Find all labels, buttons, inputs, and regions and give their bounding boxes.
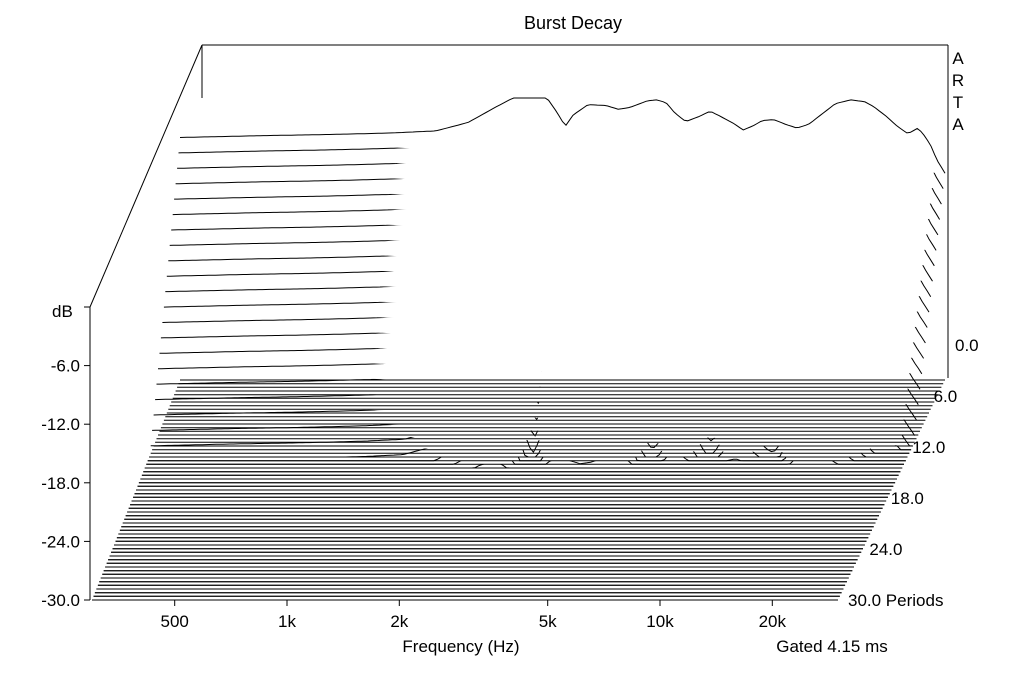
frequency-tick-label: 5k bbox=[539, 612, 557, 631]
period-tick-label: 18.0 bbox=[891, 489, 924, 508]
chart-title: Burst Decay bbox=[524, 13, 622, 33]
left-top-edge bbox=[89, 44, 203, 308]
db-axis-label: dB bbox=[52, 302, 73, 321]
decay-slice bbox=[144, 461, 903, 469]
brand-letter: A bbox=[952, 115, 964, 134]
period-axis: 0.0 6.0 12.0 18.0 24.0 30.0 Periods bbox=[848, 336, 979, 610]
db-axis: -6.0 -12.0 -18.0 -24.0 -30.0 bbox=[41, 306, 90, 610]
frequency-axis-label: Frequency (Hz) bbox=[402, 637, 519, 656]
period-tick-label: 30.0 Periods bbox=[848, 591, 943, 610]
db-tick-label: -30.0 bbox=[41, 591, 80, 610]
decay-slices bbox=[92, 97, 946, 601]
db-tick-label: -6.0 bbox=[51, 357, 80, 376]
frequency-axis: 500 1k 2k 5k 10k 20k bbox=[161, 600, 787, 631]
frequency-tick-label: 1k bbox=[278, 612, 296, 631]
frequency-tick-label: 500 bbox=[161, 612, 189, 631]
frequency-tick-label: 2k bbox=[390, 612, 408, 631]
brand-letter: T bbox=[953, 93, 963, 112]
brand-letter: R bbox=[952, 71, 964, 90]
db-tick-label: -18.0 bbox=[41, 474, 80, 493]
gated-note: Gated 4.15 ms bbox=[776, 637, 888, 656]
period-tick-label: 0.0 bbox=[955, 336, 979, 355]
period-tick-label: 24.0 bbox=[869, 540, 902, 559]
db-tick-label: -12.0 bbox=[41, 415, 80, 434]
frequency-tick-label: 20k bbox=[759, 612, 787, 631]
frequency-tick-label: 10k bbox=[646, 612, 674, 631]
decay-slice bbox=[179, 97, 946, 174]
period-tick-label: 12.0 bbox=[912, 438, 945, 457]
brand-letter: A bbox=[952, 49, 964, 68]
period-tick-label: 6.0 bbox=[934, 387, 958, 406]
plot-frame bbox=[89, 44, 949, 600]
db-tick-label: -24.0 bbox=[41, 532, 80, 551]
